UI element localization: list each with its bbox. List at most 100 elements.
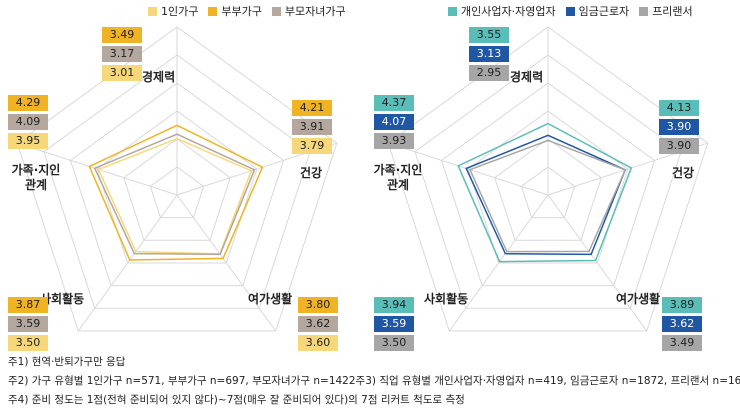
- footnote-3: 주3) 직업 유형별 개인사업자·자영업자 n=419, 임금근로자 n=187…: [355, 375, 740, 387]
- value-box: 3.13: [469, 46, 509, 62]
- value-stack-family: 4.29 4.09 3.95: [8, 95, 48, 149]
- value-box: 3.89: [662, 297, 702, 313]
- value-stack-leisure: 3.89 3.62 3.49: [662, 297, 702, 351]
- right-legend: 개인사업자·자영업자 임금근로자 프리랜서: [448, 3, 693, 19]
- value-box: 3.50: [8, 335, 48, 351]
- radar-series-line: [465, 134, 627, 256]
- radar-grid-ring: [494, 138, 602, 241]
- axis-label-social: 사회활동: [40, 292, 85, 306]
- value-box: 3.01: [102, 65, 142, 81]
- legend-swatch: [639, 6, 649, 16]
- right-radar-chart: [387, 26, 709, 332]
- radar-spoke: [17, 142, 178, 196]
- value-stack-social: 3.87 3.59 3.50: [8, 297, 48, 351]
- value-stack-social: 3.94 3.59 3.50: [374, 297, 414, 351]
- value-box: 4.07: [374, 114, 414, 130]
- radar-spoke: [547, 194, 648, 332]
- axis-label-family-line1: 가족·지인: [373, 163, 423, 177]
- value-box: 3.49: [102, 27, 142, 43]
- legend-swatch: [148, 6, 157, 16]
- legend-label: 개인사업자·자영업자: [461, 5, 556, 18]
- value-stack-family: 4.37 4.07 3.93: [374, 95, 414, 149]
- legend-label: 프리랜서: [652, 5, 693, 18]
- value-box: 3.94: [374, 297, 414, 313]
- radar-spoke: [77, 194, 178, 332]
- axis-label-family: 가족·지인 관계: [2, 163, 70, 193]
- legend-swatch: [448, 6, 457, 16]
- left-legend: 1인가구 부부가구 부모자녀가구: [148, 3, 346, 19]
- radar-grid-ring: [520, 166, 576, 219]
- radar-series-line: [468, 139, 627, 253]
- radar-grid-ring: [440, 82, 656, 287]
- axis-label-social: 사회활동: [424, 292, 469, 306]
- radar-series-line: [88, 124, 264, 261]
- legend-item-freelancer: 프리랜서: [639, 3, 693, 19]
- value-box: 4.29: [8, 95, 48, 111]
- value-box: 3.93: [374, 133, 414, 149]
- axis-label-economy: 경제력: [510, 70, 544, 84]
- legend-item-couple: 부부가구: [208, 3, 262, 19]
- value-box: 3.91: [292, 119, 332, 135]
- legend-swatch: [271, 6, 281, 16]
- legend-item-single: 1인가구: [148, 3, 198, 19]
- value-stack-health: 4.21 3.91 3.79: [292, 100, 332, 154]
- radar-spoke: [448, 194, 549, 332]
- radar-grid-ring: [414, 54, 682, 309]
- legend-swatch: [208, 6, 218, 16]
- value-box: 3.59: [8, 316, 48, 332]
- radar-spoke: [388, 142, 549, 196]
- value-box: 4.09: [8, 114, 48, 130]
- radar-series-line: [457, 122, 633, 263]
- legend-label: 부부가구: [221, 5, 262, 18]
- value-box: 3.95: [8, 133, 48, 149]
- value-box: 3.59: [374, 316, 414, 332]
- axis-label-health: 건강: [300, 166, 323, 180]
- value-box: 3.62: [298, 316, 338, 332]
- value-box: 3.49: [662, 335, 702, 351]
- axis-label-family-line1: 가족·지인: [11, 163, 61, 177]
- value-box: 4.21: [292, 100, 332, 116]
- axis-label-family: 가족·지인 관계: [364, 163, 432, 193]
- value-stack-leisure: 3.80 3.62 3.60: [298, 297, 338, 351]
- legend-label: 임금근로자: [578, 5, 630, 18]
- axis-label-leisure: 여가생활: [616, 292, 661, 306]
- axis-label-health: 건강: [672, 166, 695, 180]
- right-radar-panel: 개인사업자·자영업자 임금근로자 프리랜서 경제력 건강 여가생활 사회활동 가…: [370, 0, 740, 351]
- axis-label-family-line2: 관계: [24, 178, 48, 192]
- value-stack-health: 4.13 3.90 3.90: [659, 100, 699, 154]
- legend-swatch: [565, 6, 575, 16]
- axis-label-leisure: 여가생활: [248, 292, 293, 306]
- radar-grid-ring: [123, 138, 231, 241]
- legend-label: 1인가구: [161, 5, 199, 18]
- footnote-2: 주2) 가구 유형별 1인가구 n=571, 부부가구 n=697, 부모자녀가…: [8, 375, 356, 387]
- legend-item-wage: 임금근로자: [565, 3, 630, 19]
- radar-grid-ring: [96, 110, 258, 264]
- value-box: 3.17: [102, 46, 142, 62]
- value-box: 3.79: [292, 138, 332, 154]
- value-box: 3.60: [298, 335, 338, 351]
- value-box: 3.80: [298, 297, 338, 313]
- value-box: 2.95: [469, 65, 509, 81]
- radar-spoke: [176, 194, 277, 332]
- legend-item-self-employed: 개인사업자·자영업자: [448, 3, 556, 19]
- value-stack-economy: 3.55 3.13 2.95: [469, 27, 509, 81]
- value-box: 3.62: [662, 316, 702, 332]
- legend-item-parent-child: 부모자녀가구: [271, 3, 346, 19]
- legend-label: 부모자녀가구: [284, 5, 346, 18]
- footnote-4: 주4) 준비 정도는 1점(전혀 준비되어 있지 않다)~7점(매우 잘 준비되…: [8, 394, 465, 406]
- footnote-1: 주1) 현역·반퇴가구만 응답: [8, 356, 126, 368]
- radar-series-line: [93, 133, 256, 256]
- value-box: 3.55: [469, 27, 509, 43]
- axis-label-economy: 경제력: [142, 70, 176, 84]
- footnote-row: 주2) 가구 유형별 1인가구 n=571, 부부가구 n=697, 부모자녀가…: [8, 372, 740, 391]
- value-stack-economy: 3.49 3.17 3.01: [102, 27, 142, 81]
- radar-series-line: [97, 137, 253, 255]
- radar-grid-ring: [43, 54, 311, 309]
- value-box: 4.37: [374, 95, 414, 111]
- value-box: 4.13: [659, 100, 699, 116]
- footnotes: 주1) 현역·반퇴가구만 응답 주2) 가구 유형별 1인가구 n=571, 부…: [8, 353, 740, 410]
- left-radar-panel: 1인가구 부부가구 부모자녀가구 경제력 건강 여가생활 사회활동 가족·지인 …: [0, 0, 370, 351]
- value-box: 3.50: [374, 335, 414, 351]
- radar-grid-ring: [149, 166, 205, 219]
- radar-grid-ring: [69, 82, 285, 287]
